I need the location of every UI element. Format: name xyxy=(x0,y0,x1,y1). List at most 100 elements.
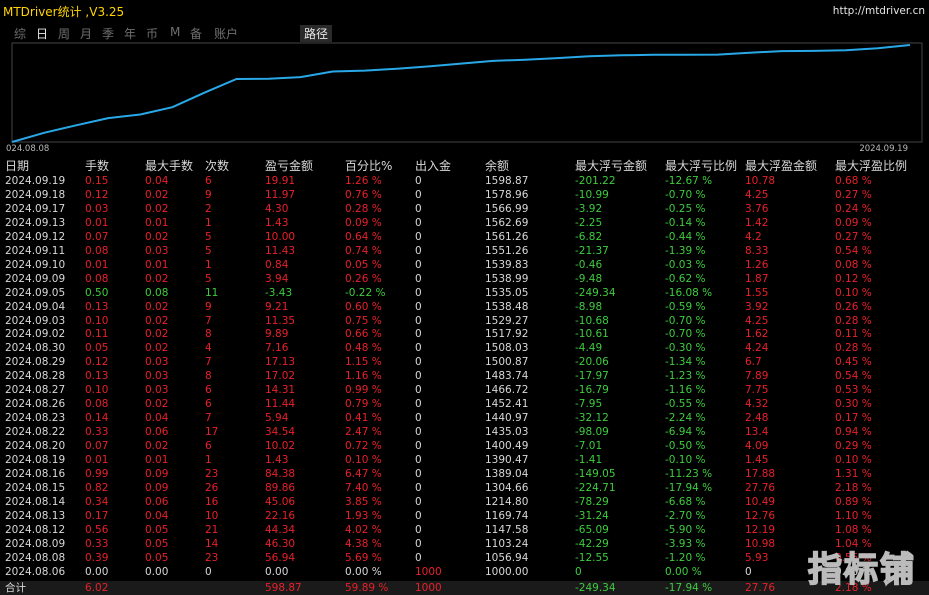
table-row: 2024.09.19 0.15 0.04 6 19.91 1.26 % 0 1598.87 -2… xyxy=(0,174,929,188)
table-cell: 0 xyxy=(205,565,212,578)
table-cell: 0.28 % xyxy=(835,314,872,327)
table-cell: 0.00 xyxy=(85,565,109,578)
table-cell: 0 xyxy=(415,551,422,564)
table-cell: 0.72 % xyxy=(345,440,382,453)
table-cell: 0.12 % xyxy=(835,272,872,285)
table-cell: 0 xyxy=(415,342,422,355)
table-cell: 0.64 % xyxy=(345,230,382,243)
equity-curve-chart: 024.08.08 2024.09.19 xyxy=(6,42,923,154)
table-cell: 0 xyxy=(415,356,422,369)
table-cell: 22.16 xyxy=(265,509,296,522)
table-cell: 1.42 xyxy=(745,216,769,229)
column-header: 最大浮盈金额 xyxy=(745,159,818,173)
tab-6[interactable]: 币 xyxy=(146,27,159,41)
table-cell: 0.02 xyxy=(145,440,169,453)
table-cell: 0.11 % xyxy=(835,328,872,341)
table-cell: 0.41 % xyxy=(345,412,382,425)
table-cell: 1539.83 xyxy=(485,258,529,271)
table-cell: 0.08 xyxy=(85,398,109,411)
table-cell: 1.62 xyxy=(745,328,769,341)
table-cell: 0.12 xyxy=(85,356,109,369)
table-cell: 7 xyxy=(205,356,212,369)
table-cell: 44.34 xyxy=(265,523,296,536)
table-cell: 2024.08.27 xyxy=(5,384,66,397)
table-cell: 0.11 xyxy=(85,328,109,341)
table-row: 2024.08.06 0.00 0.00 0 0.00 0.00 % 1000 1000.00… xyxy=(0,565,929,579)
table-cell: 0.89 % xyxy=(835,495,872,508)
tab-2[interactable]: 周 xyxy=(58,27,71,41)
table-cell: -9.48 xyxy=(575,272,603,285)
column-header: 百分比% xyxy=(345,159,393,173)
table-cell: 7.89 xyxy=(745,370,769,383)
table-cell: -0.44 % xyxy=(665,230,706,243)
table-row: 2024.08.09 0.33 0.05 14 46.30 4.38 % 0 1103.24 -… xyxy=(0,537,929,551)
table-cell: 9.21 xyxy=(265,300,289,313)
table-cell: 4.09 xyxy=(745,440,769,453)
table-cell: 0.02 xyxy=(145,328,169,341)
table-cell: -0.03 % xyxy=(665,258,706,271)
table-cell: -10.68 xyxy=(575,314,609,327)
table-cell: 0 xyxy=(415,440,422,453)
table-cell: 1561.26 xyxy=(485,230,529,243)
table-cell: 5.93 xyxy=(745,551,769,564)
table-cell: 0.03 xyxy=(145,356,169,369)
table-cell: -98.09 xyxy=(575,426,609,439)
table-cell: 0.00 % xyxy=(345,565,382,578)
tab-0[interactable]: 综 xyxy=(14,27,27,41)
column-header: 出入金 xyxy=(415,159,452,173)
table-cell: 0.27 % xyxy=(835,188,872,201)
table-cell: 2024.09.05 xyxy=(5,286,66,299)
table-cell: 0.82 xyxy=(85,481,109,494)
table-row: 2024.08.20 0.07 0.02 6 10.02 0.72 % 0 1400.49 -7… xyxy=(0,439,929,453)
table-cell: 1.16 % xyxy=(345,370,382,383)
table-cell: 0.03 xyxy=(85,202,109,215)
table-cell: 0.01 xyxy=(85,454,109,466)
table-cell: 3.85 % xyxy=(345,495,382,508)
table-cell: 0.01 xyxy=(85,258,109,271)
table-row: 2024.09.17 0.03 0.02 2 4.30 0.28 % 0 1566.99 -3.… xyxy=(0,202,929,216)
tab-7[interactable]: M xyxy=(170,25,181,39)
table-row: 2024.08.14 0.34 0.06 16 45.06 3.85 % 0 1214.80 -… xyxy=(0,495,929,509)
table-cell: 3.76 xyxy=(745,202,769,215)
table-row: 2024.09.18 0.12 0.02 9 11.97 0.76 % 0 1578.96 -1… xyxy=(0,188,929,202)
website-link[interactable]: http://mtdriver.cn xyxy=(832,5,925,17)
table-cell: 0 xyxy=(415,426,422,439)
table-cell: 0.02 xyxy=(145,188,169,201)
table-cell: 0.48 % xyxy=(345,342,382,355)
column-header: 手数 xyxy=(85,159,110,173)
table-cell: 0.07 xyxy=(85,440,109,453)
table-cell: -0.70 % xyxy=(665,314,706,327)
table-cell: -1.23 % xyxy=(665,370,706,383)
table-cell: 1500.87 xyxy=(485,356,529,369)
svg-text:指标铺: 指标铺 xyxy=(808,550,916,588)
tab-1[interactable]: 日 xyxy=(36,27,49,41)
tab-3[interactable]: 月 xyxy=(80,27,93,41)
table-cell: 46.30 xyxy=(265,537,296,550)
table-cell: 0.13 xyxy=(85,370,109,383)
table-cell: 0.00 xyxy=(265,565,289,578)
table-cell: 26 xyxy=(205,481,219,494)
table-cell: 0.05 xyxy=(145,537,169,550)
tab-5[interactable]: 年 xyxy=(124,27,137,41)
table-cell: 0.04 xyxy=(145,412,169,425)
table-cell: 0 xyxy=(415,328,422,341)
table-cell: -20.06 xyxy=(575,356,609,369)
table-cell: -1.16 % xyxy=(665,384,706,397)
tab-path[interactable]: 路径 xyxy=(300,25,333,42)
app-title: MTDriver统计 ,V3.25 xyxy=(3,5,125,19)
table-cell: 1000.00 xyxy=(485,565,529,578)
table-cell: 0.84 xyxy=(265,258,289,271)
table-cell: -0.62 % xyxy=(665,272,706,285)
tab-4[interactable]: 季 xyxy=(102,27,115,41)
table-cell: 0.10 xyxy=(85,384,109,397)
chart-start-label: 024.08.08 xyxy=(6,144,49,154)
tab-8[interactable]: 备 xyxy=(190,27,203,41)
table-cell: 6 xyxy=(205,175,212,187)
table-cell: -249.34 xyxy=(575,286,616,299)
table-cell: 23 xyxy=(205,467,219,480)
table-cell: 2024.09.11 xyxy=(5,244,66,257)
table-cell: 1508.03 xyxy=(485,342,529,355)
table-cell: 1538.48 xyxy=(485,300,529,313)
table-cell: 2024.08.19 xyxy=(5,454,66,466)
tab-9[interactable]: 账户 xyxy=(214,27,239,41)
